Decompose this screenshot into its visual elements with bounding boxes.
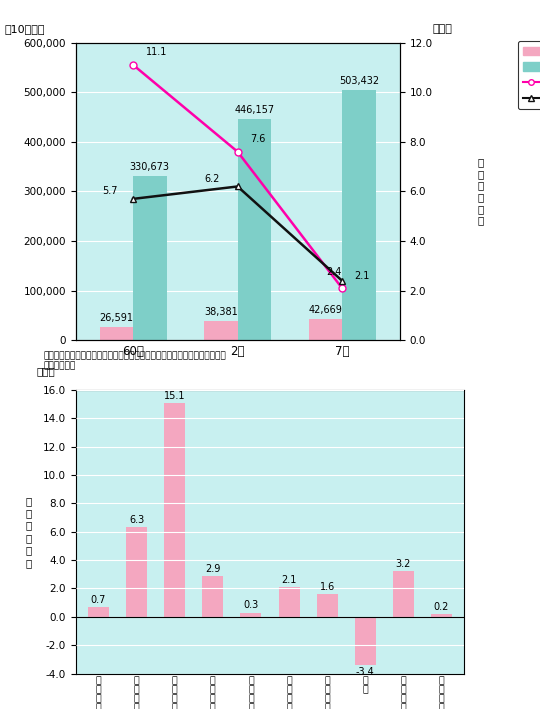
Bar — [238, 119, 271, 340]
Bar — [100, 327, 133, 340]
Text: 6.3: 6.3 — [129, 515, 144, 525]
Bar — [316, 594, 338, 617]
Text: （％）: （％） — [432, 23, 452, 33]
Text: 11.1: 11.1 — [146, 48, 167, 57]
Text: （10億円）: （10億円） — [4, 23, 45, 33]
Bar — [204, 321, 238, 340]
Text: 7.6: 7.6 — [250, 134, 266, 145]
Bar — [393, 571, 414, 617]
Bar — [126, 527, 147, 617]
Text: -3.4: -3.4 — [356, 667, 375, 677]
Text: 3.2: 3.2 — [396, 559, 411, 569]
Text: 503,432: 503,432 — [339, 77, 379, 86]
Bar — [164, 403, 185, 617]
Text: 0.3: 0.3 — [244, 601, 259, 610]
Text: 6.2: 6.2 — [204, 174, 220, 184]
Text: 2.1: 2.1 — [355, 271, 370, 281]
Bar — [342, 91, 375, 340]
Y-axis label: 年
平
均
成
長
率: 年 平 均 成 長 率 — [477, 157, 484, 225]
Text: （％）: （％） — [37, 366, 56, 376]
Bar — [240, 613, 261, 617]
Bar — [355, 617, 376, 665]
Text: 446,157: 446,157 — [234, 105, 274, 115]
Legend: 情報通信産業, 全産業, 情報通信産業, 全産業: 情報通信産業, 全産業, 情報通信産業, 全産業 — [518, 41, 540, 108]
Text: 5.7: 5.7 — [102, 186, 117, 196]
Text: 0.2: 0.2 — [434, 602, 449, 612]
Text: 2.1: 2.1 — [281, 575, 297, 585]
Text: 郵政省資料、産業連関表（総務庁）、産業連関表（延長表）（通商産業省）
等により作成: 郵政省資料、産業連関表（総務庁）、産業連関表（延長表）（通商産業省） 等により作… — [43, 351, 226, 370]
Bar — [431, 614, 452, 617]
Bar — [88, 607, 109, 617]
Text: 15.1: 15.1 — [164, 391, 185, 401]
Bar — [133, 177, 166, 340]
Text: 2.9: 2.9 — [205, 564, 220, 574]
Text: 2.4: 2.4 — [327, 267, 342, 277]
Bar — [279, 587, 300, 617]
Text: 1.6: 1.6 — [320, 582, 335, 592]
Bar — [202, 576, 224, 617]
Text: 年
平
均
成
長
率: 年 平 均 成 長 率 — [26, 496, 32, 568]
Text: 0.7: 0.7 — [91, 595, 106, 605]
Text: 38,381: 38,381 — [204, 307, 238, 318]
Text: 330,673: 330,673 — [130, 162, 170, 172]
Text: 26,591: 26,591 — [99, 313, 133, 323]
Text: 42,669: 42,669 — [308, 305, 342, 316]
Bar — [309, 319, 342, 340]
